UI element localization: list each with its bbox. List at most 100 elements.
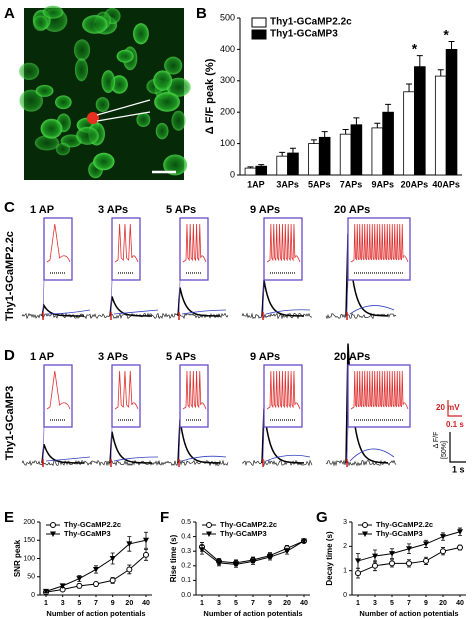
cell xyxy=(74,58,89,82)
ap-trace xyxy=(182,223,207,263)
panel-label: B xyxy=(196,5,207,22)
point xyxy=(301,538,307,544)
calcium-transient xyxy=(261,279,305,317)
cell xyxy=(35,84,54,97)
bar xyxy=(276,155,288,176)
column-label: 3 APs xyxy=(98,351,128,363)
calcium-transient xyxy=(109,431,153,464)
legend-label: Thy1-GCaMP2.2c xyxy=(270,17,352,28)
x-tick-label: 1AP xyxy=(247,179,265,189)
error-bar xyxy=(385,103,392,113)
point xyxy=(457,544,463,551)
zoom-line xyxy=(178,426,181,460)
scale-label: Δ F/F xyxy=(433,432,440,449)
bar xyxy=(403,91,415,176)
annotation: * xyxy=(443,26,449,42)
y-tick-label: 50 xyxy=(27,574,35,581)
cell xyxy=(133,23,149,45)
scale-bar-ephys xyxy=(447,400,462,417)
error-bar xyxy=(342,128,349,135)
point xyxy=(199,547,205,553)
x-tick-label: 9 xyxy=(111,600,115,607)
y-tick-label: 100 xyxy=(23,555,35,562)
x-axis-label: Number of action potentials xyxy=(359,609,458,618)
fit xyxy=(113,309,159,315)
scale-bar-ca xyxy=(449,432,466,463)
zoom-line xyxy=(346,279,349,313)
cell xyxy=(153,70,173,91)
error-bar xyxy=(289,147,296,154)
x-tick-label: 40 xyxy=(456,600,464,607)
point xyxy=(93,566,99,573)
legend-swatch xyxy=(251,29,267,40)
x-tick-label: 40APs xyxy=(432,179,460,189)
legend-label: Thy-GCaMP2.2c xyxy=(376,520,433,529)
cell xyxy=(154,92,180,112)
y-tick-label: 0.5 xyxy=(181,519,191,526)
calcium-transient xyxy=(177,287,221,317)
point xyxy=(440,548,446,555)
point xyxy=(143,537,149,544)
y-tick-label: 0.4 xyxy=(181,533,191,540)
cell xyxy=(73,39,91,61)
fit xyxy=(181,309,227,315)
error-bar xyxy=(437,69,444,77)
pipette xyxy=(96,111,151,122)
cell xyxy=(42,5,64,19)
zoom-line xyxy=(110,426,113,460)
point xyxy=(406,560,412,567)
panel-label: F xyxy=(160,509,169,526)
baseline-noise xyxy=(241,459,313,467)
x-tick-label: 20 xyxy=(283,600,291,607)
x-tick-label: 40 xyxy=(300,600,308,607)
point xyxy=(43,588,49,595)
cell xyxy=(55,142,71,156)
ap-trace xyxy=(266,223,301,263)
scale-label: 20 mV xyxy=(436,403,460,412)
column-label: 9 APs xyxy=(250,204,280,216)
baseline-noise xyxy=(89,459,161,467)
panel-label: A xyxy=(4,5,15,22)
panel-label: G xyxy=(316,509,328,526)
calcium-transient xyxy=(177,418,221,464)
point xyxy=(355,558,361,564)
point xyxy=(76,576,83,582)
ap-trace xyxy=(350,370,409,410)
x-axis-label: Number of action potentials xyxy=(203,609,302,618)
cell xyxy=(33,15,48,32)
cell xyxy=(76,126,99,145)
zoom-line xyxy=(110,279,113,313)
scale-label: 1 s xyxy=(452,464,465,474)
error-bar xyxy=(406,83,413,92)
bar xyxy=(350,124,363,176)
bar xyxy=(308,143,320,176)
error-bar xyxy=(448,41,455,50)
cell xyxy=(55,95,72,110)
x-tick-label: 3APs xyxy=(276,179,299,189)
x-tick-label: 20APs xyxy=(401,179,429,189)
y-axis-label: Rise time (s) xyxy=(169,534,178,582)
cell xyxy=(19,89,44,112)
panel-label: E xyxy=(4,509,14,526)
recorded-cell xyxy=(87,112,99,124)
x-tick-label: 20 xyxy=(439,600,447,607)
x-tick-label: 5 xyxy=(390,600,394,607)
cell xyxy=(136,112,151,128)
cell xyxy=(164,56,183,75)
cell xyxy=(95,97,110,112)
x-tick-label: 40 xyxy=(142,600,150,607)
y-tick-label: 100 xyxy=(220,138,235,148)
cell xyxy=(101,70,116,93)
column-label: 20 APs xyxy=(334,351,370,363)
micrograph xyxy=(18,5,191,180)
bar xyxy=(287,152,299,176)
y-axis-label: Decay time (s) xyxy=(325,531,334,586)
y-tick-label: 0.2 xyxy=(181,563,191,570)
zoom-line xyxy=(42,426,45,460)
cell xyxy=(93,152,115,171)
x-tick-label: 1 xyxy=(200,600,204,607)
point xyxy=(372,553,378,560)
legend-swatch xyxy=(251,17,267,28)
y-tick-label: 0 xyxy=(343,592,347,599)
bar xyxy=(414,66,426,176)
